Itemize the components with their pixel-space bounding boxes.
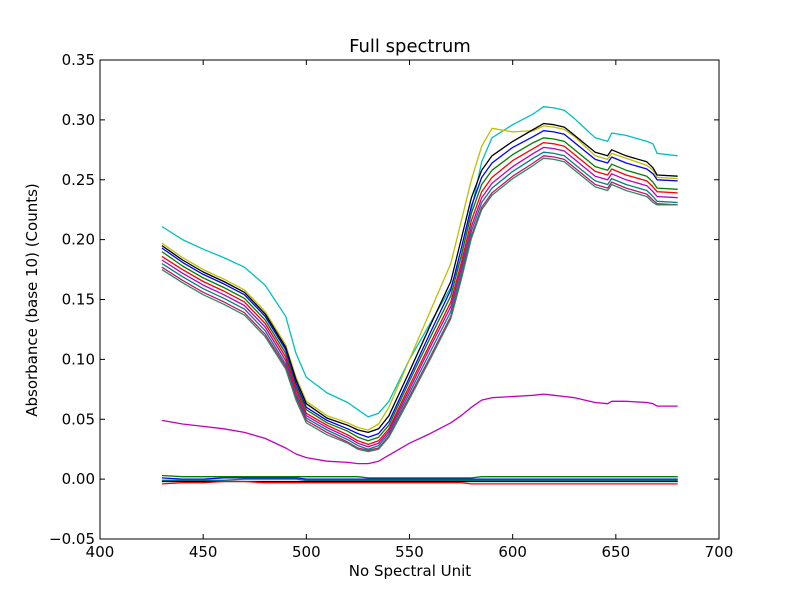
x-axis: 400 450 500 550 600 650 700 xyxy=(86,60,734,561)
x-tick-label: 700 xyxy=(705,543,734,561)
x-axis-title: No Spectral Unit xyxy=(349,562,472,580)
series-line xyxy=(161,157,678,453)
y-tick-label: 0.15 xyxy=(62,291,95,309)
series-line xyxy=(161,125,678,431)
x-tick-label: 650 xyxy=(602,543,631,561)
y-tick-label: −0.05 xyxy=(49,530,95,548)
y-axis: −0.05 0.00 0.05 0.10 0.15 0.20 0.25 0.30 0.35 xyxy=(49,51,719,548)
x-tick-label: 550 xyxy=(395,543,424,561)
series-line xyxy=(161,474,678,479)
series-line xyxy=(161,141,678,446)
plot-frame xyxy=(99,59,720,540)
y-tick-label: 0.05 xyxy=(62,410,95,428)
series-line xyxy=(161,130,678,438)
y-tick-label: 0.20 xyxy=(62,231,95,249)
x-tick-label: 450 xyxy=(189,543,218,561)
plot-series xyxy=(161,106,678,485)
series-line xyxy=(161,480,678,485)
series-line xyxy=(161,151,678,450)
y-axis-title: Absorbance (base 10) (Counts) xyxy=(23,183,41,417)
x-tick-label: 500 xyxy=(292,543,321,561)
y-tick-label: 0.00 xyxy=(62,470,95,488)
series-line xyxy=(161,477,678,480)
y-tick-label: 0.25 xyxy=(62,171,95,189)
y-tick-label: 0.10 xyxy=(62,350,95,368)
series-line xyxy=(161,478,678,481)
chart-title: Full spectrum xyxy=(349,36,471,57)
series-line xyxy=(161,393,678,465)
series-line xyxy=(161,146,678,448)
y-tick-label: 0.30 xyxy=(62,111,95,129)
series-line xyxy=(161,137,678,442)
series-line xyxy=(161,106,678,418)
series-line xyxy=(161,122,678,434)
x-tick-label: 400 xyxy=(86,543,115,561)
y-tick-label: 0.35 xyxy=(62,51,95,69)
x-tick-label: 600 xyxy=(498,543,527,561)
